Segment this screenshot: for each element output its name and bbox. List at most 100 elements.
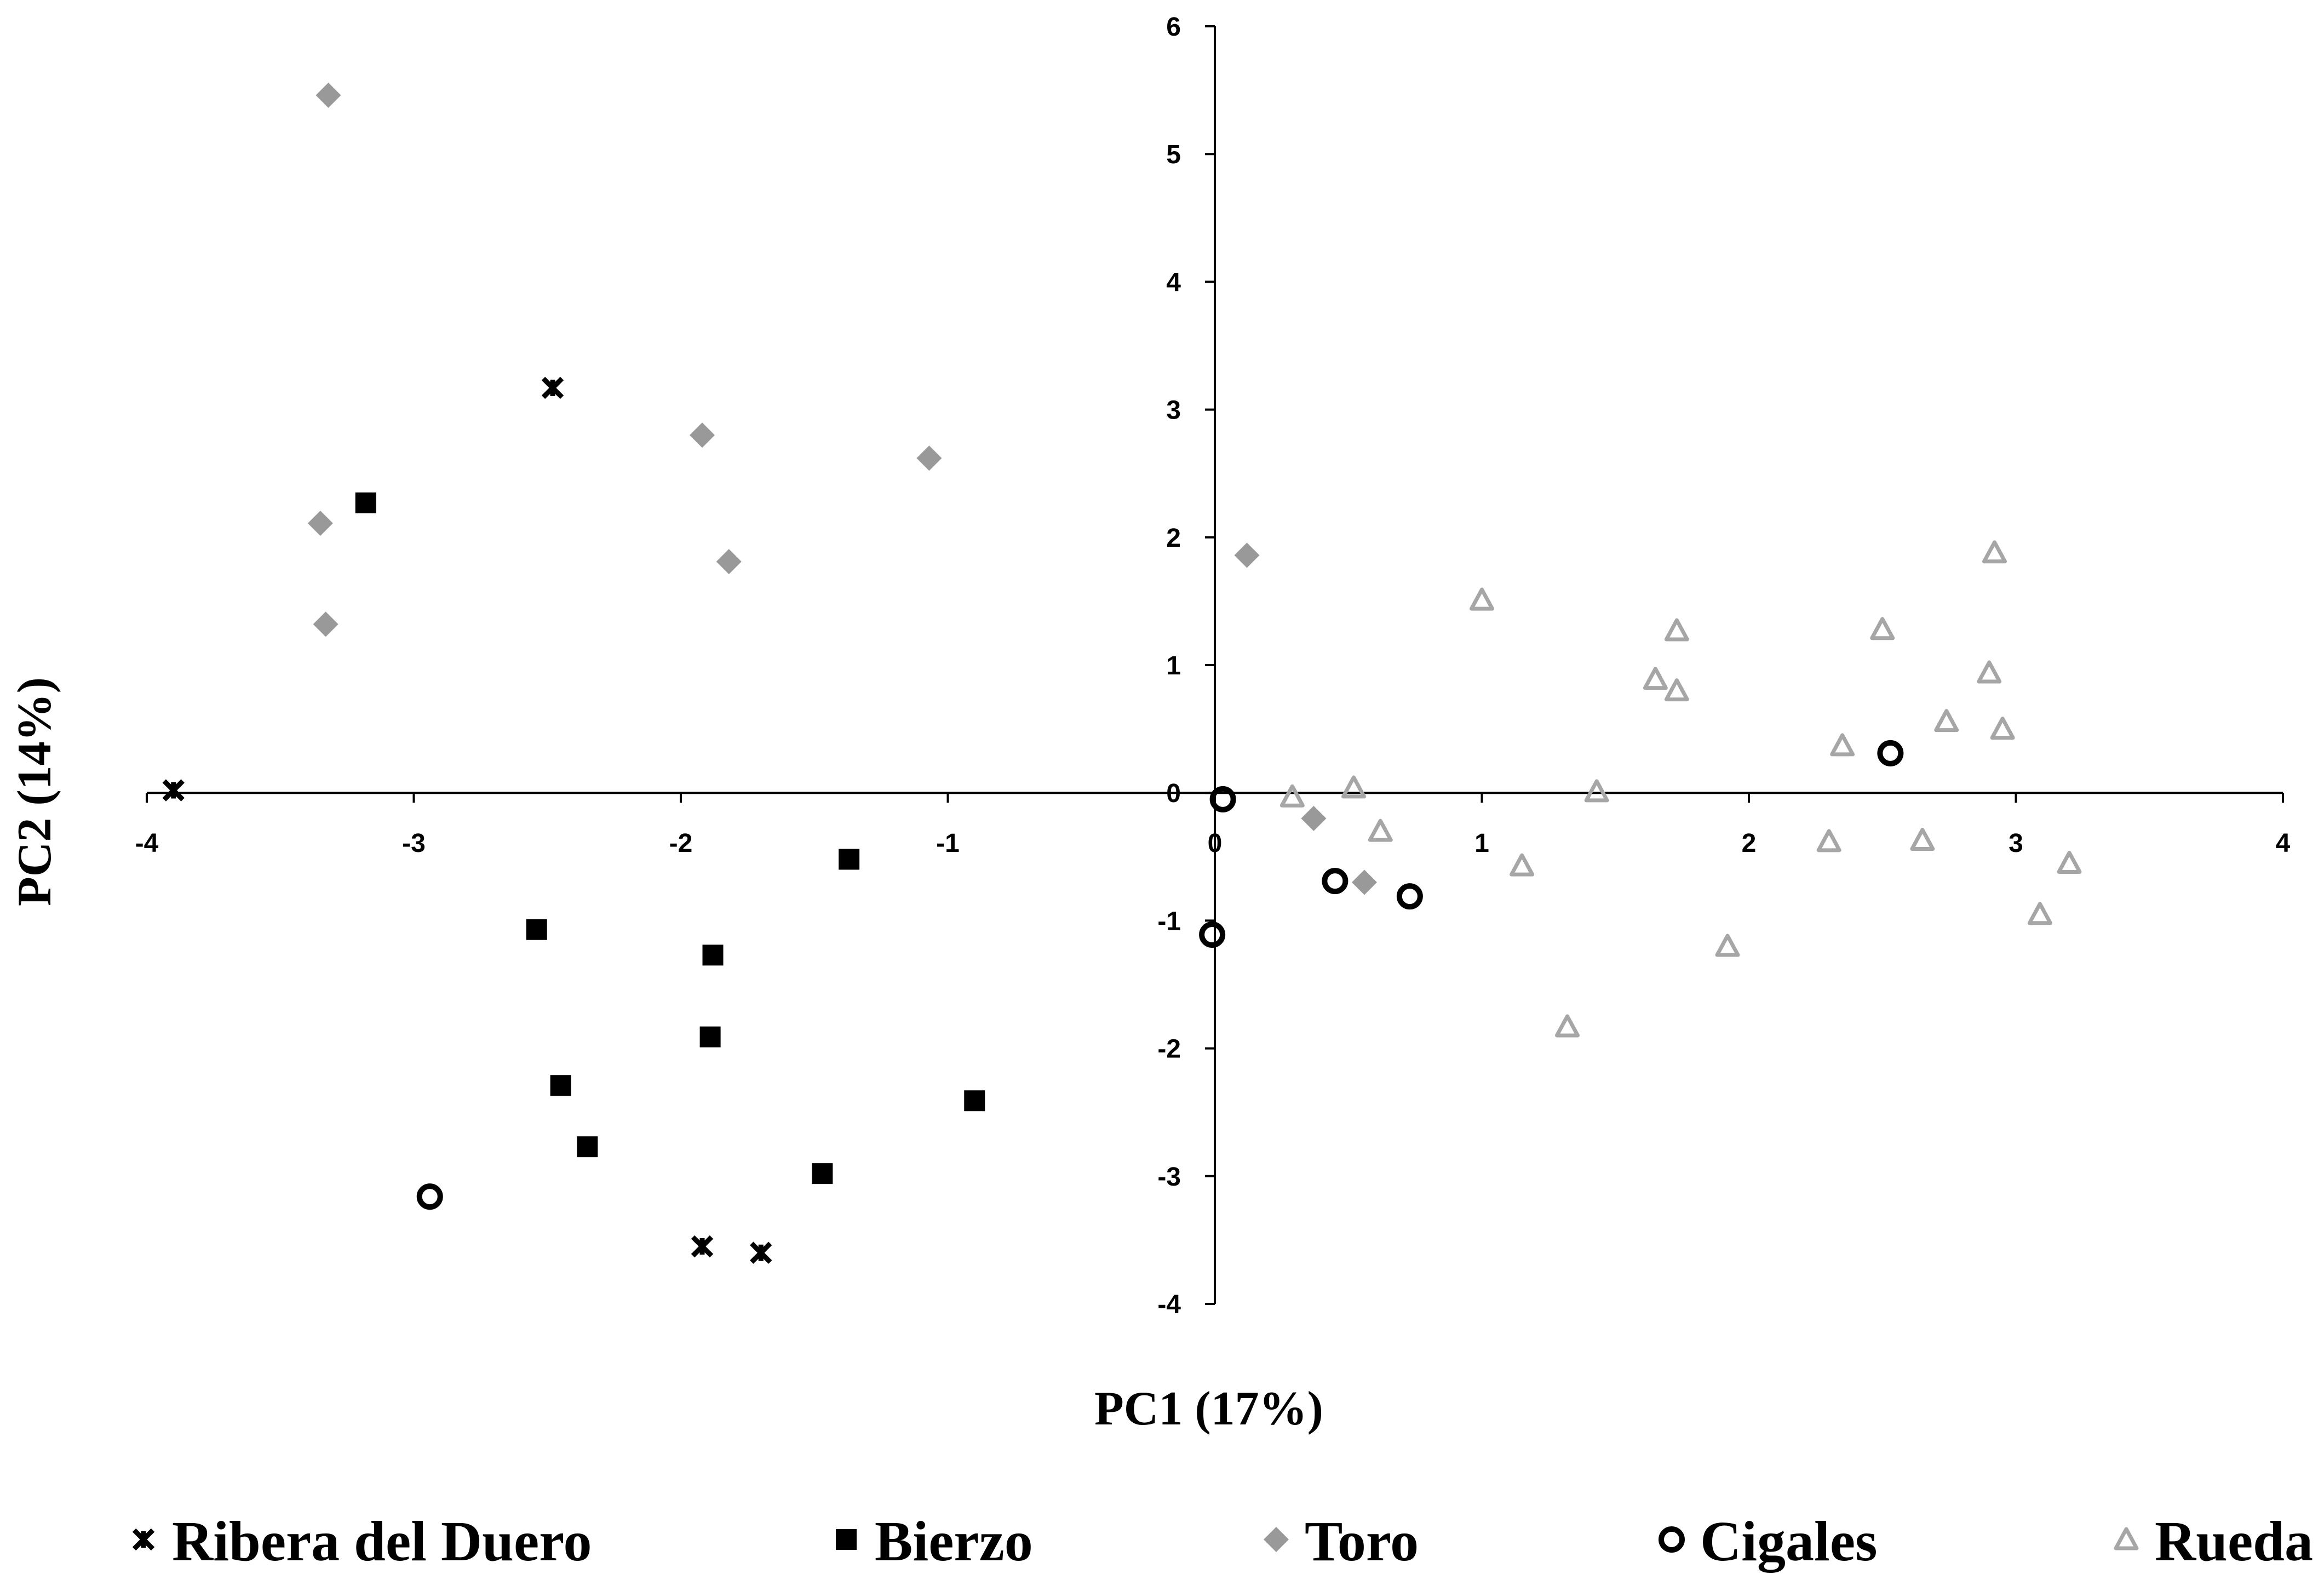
legend-label: Ribera del Duero — [172, 1510, 592, 1573]
legend-item: Toro — [1264, 1510, 1419, 1573]
x-tick-label: 0 — [1208, 829, 1223, 858]
diamond-marker-shape — [916, 445, 942, 471]
legend-label: Cigales — [1700, 1510, 1878, 1573]
data-point — [1910, 827, 1935, 851]
triangle-marker-shape — [2027, 902, 2052, 925]
y-tick-label: 3 — [1166, 396, 1181, 425]
triangle-marker-shape — [1982, 540, 2007, 564]
triangle-marker-shape — [1990, 717, 2015, 740]
x-tick-label: 3 — [2009, 829, 2023, 858]
square-marker-shape — [812, 1163, 833, 1184]
data-point — [699, 1026, 721, 1048]
square-marker-shape — [836, 1529, 857, 1550]
triangle-marker-shape — [1368, 819, 1393, 842]
y-tick-label: 1 — [1166, 651, 1181, 680]
series-cigales — [416, 740, 1904, 1210]
triangle-marker-shape — [1977, 660, 2002, 684]
legend-label: Bierzo — [875, 1510, 1033, 1573]
circle-marker-shape — [1199, 921, 1226, 948]
y-axis-title: PC2 (14%) — [8, 677, 61, 906]
triangle-marker-shape — [1584, 779, 1609, 803]
triangle-marker-shape — [1555, 1014, 1580, 1038]
data-point — [2027, 902, 2052, 925]
data-point — [550, 1075, 571, 1096]
data-point — [1209, 786, 1236, 812]
data-point — [1234, 542, 1260, 568]
legend-item: Ribera del Duero — [132, 1510, 592, 1573]
data-point — [1470, 587, 1494, 611]
data-point — [702, 945, 724, 966]
diamond-marker-shape — [690, 422, 715, 448]
axes-layer: -4 -3 -2 -1 0 1 2 3 4 -4 -3 -2 -1 0 1 2 3 4 5 6 — [135, 13, 2291, 1319]
data-point — [315, 82, 341, 108]
diamond-marker-shape — [313, 611, 338, 637]
data-point — [691, 1235, 714, 1258]
triangle-marker-shape — [1934, 709, 1959, 732]
series-ribera-del-duero — [162, 376, 772, 1264]
x-tick-label: 2 — [1742, 829, 1757, 858]
data-point — [1584, 779, 1609, 803]
data-point — [1396, 883, 1423, 910]
triangle-marker-shape — [1470, 587, 1494, 611]
data-point — [839, 849, 860, 870]
triangle-marker-shape — [1643, 667, 1668, 690]
circle-marker-shape — [1659, 1526, 1685, 1553]
series-toro — [307, 82, 1377, 895]
y-tick-label: 6 — [1166, 13, 1181, 42]
data-point — [964, 1090, 985, 1112]
triangle-marker-shape — [1279, 784, 1305, 808]
data-point — [690, 422, 715, 448]
legend-label: Toro — [1305, 1510, 1419, 1573]
data-point — [1977, 660, 2002, 684]
data-point — [1279, 784, 1305, 808]
legend-marker — [2114, 1527, 2139, 1550]
square-marker-shape — [702, 945, 724, 966]
square-marker-shape — [839, 849, 860, 870]
data-point — [1301, 805, 1327, 831]
square-marker-shape — [550, 1075, 571, 1096]
x-tick-label: 4 — [2276, 829, 2291, 858]
y-tick-label: -3 — [1157, 1163, 1181, 1192]
data-point — [162, 779, 185, 802]
legend-label: Rueda — [2155, 1510, 2313, 1573]
diamond-marker-shape — [315, 82, 341, 108]
square-marker-shape — [577, 1136, 598, 1158]
circle-marker-shape — [1322, 868, 1349, 895]
triangle-marker-shape — [1510, 853, 1535, 877]
data-point — [526, 919, 547, 940]
data-point — [1715, 934, 1740, 957]
circle-marker-shape — [1209, 786, 1236, 812]
data-point — [1368, 819, 1393, 842]
triangle-marker-shape — [1870, 617, 1895, 640]
y-tick-label: -4 — [1157, 1290, 1181, 1319]
legend-item: Bierzo — [836, 1510, 1033, 1573]
data-point — [1816, 829, 1841, 852]
data-point — [916, 445, 942, 471]
data-point — [1322, 868, 1349, 895]
series-bierzo — [355, 492, 985, 1184]
square-marker-shape — [355, 492, 376, 513]
data-point — [416, 1183, 443, 1210]
data-point — [750, 1241, 772, 1264]
data-point — [1341, 775, 1366, 799]
triangle-marker-shape — [1664, 618, 1689, 642]
triangle-marker-shape — [1816, 829, 1841, 852]
triangle-marker-shape — [1341, 775, 1366, 799]
y-tick-label: 5 — [1166, 140, 1181, 169]
data-point — [307, 511, 333, 536]
data-point — [1877, 740, 1904, 766]
circle-marker-shape — [1877, 740, 1904, 766]
data-point — [541, 376, 564, 399]
legend: Ribera del Duero Bierzo Toro Cigales Rueda — [132, 1510, 2313, 1573]
data-point — [1199, 921, 1226, 948]
y-tick-label: -1 — [1157, 907, 1181, 936]
y-tick-label: -2 — [1157, 1035, 1181, 1064]
legend-marker — [132, 1528, 155, 1551]
legend-marker — [836, 1529, 857, 1550]
series-rueda — [1279, 540, 2082, 1038]
triangle-marker-shape — [2114, 1527, 2139, 1550]
data-point — [812, 1163, 833, 1184]
x-tick-label: -2 — [669, 829, 693, 858]
